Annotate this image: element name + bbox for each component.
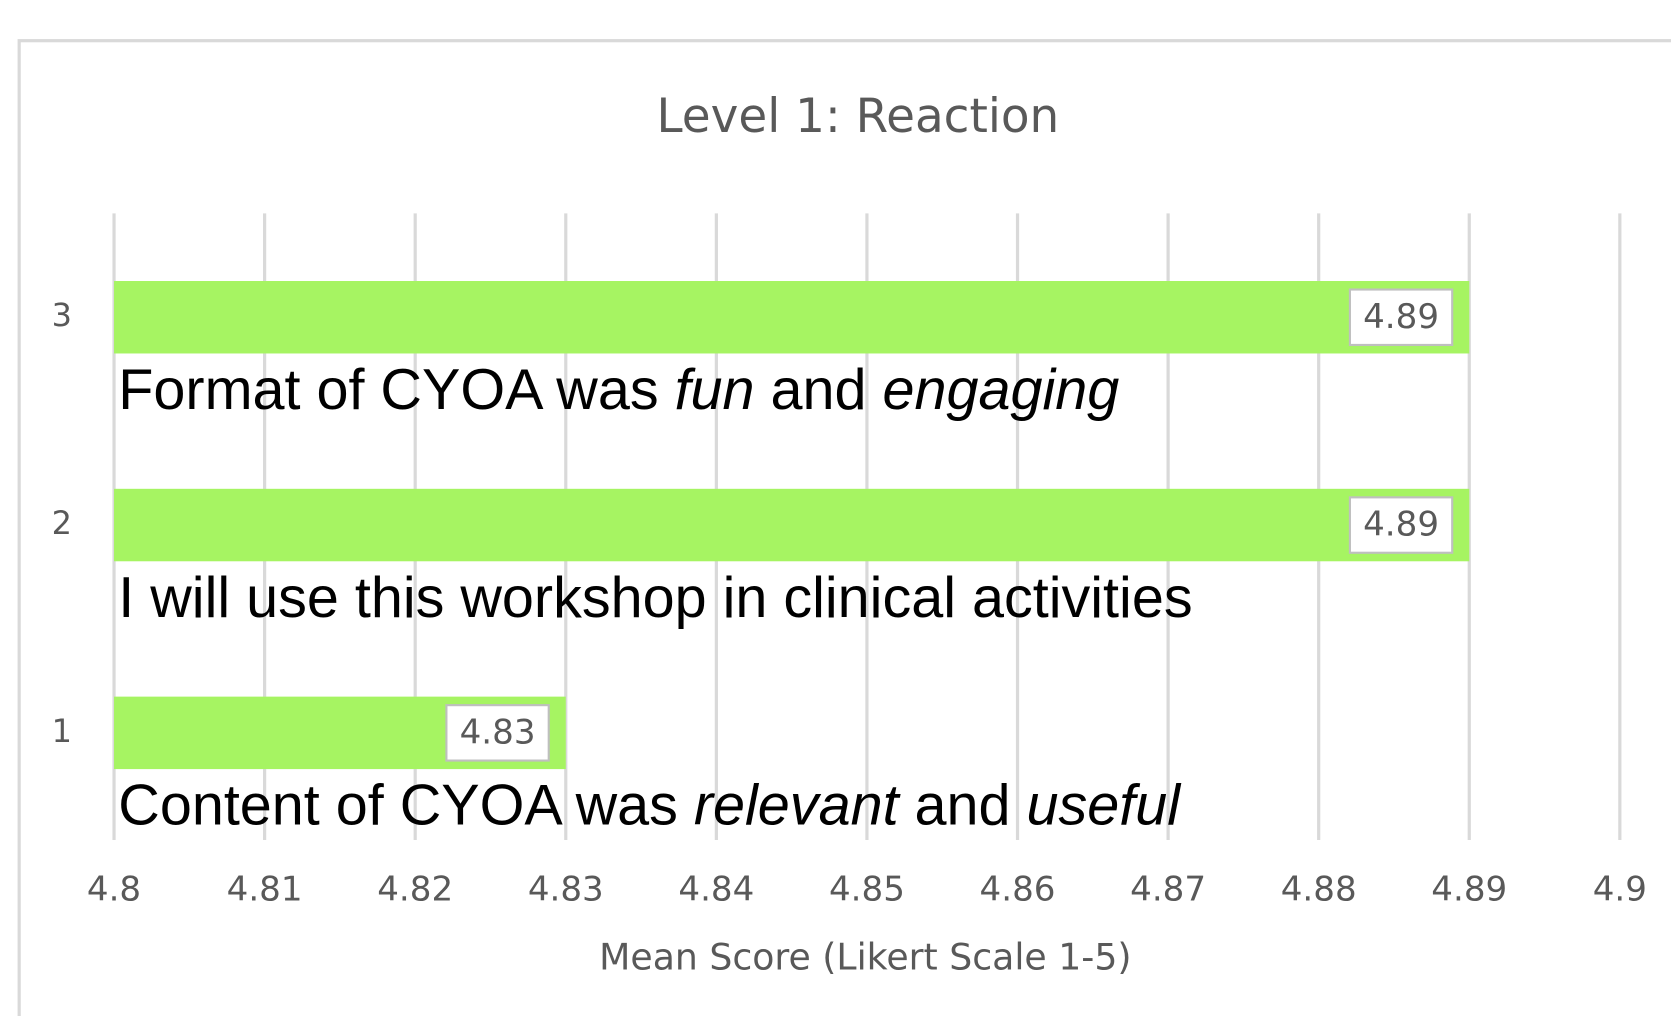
annotation: I will use this workshop in clinical act…	[118, 566, 1192, 630]
annotation-part: and	[899, 774, 1027, 838]
bar	[114, 281, 1470, 354]
bar	[114, 488, 1470, 562]
x-tick-label: 4.89	[1431, 870, 1507, 910]
x-tick-label: 4.87	[1130, 870, 1206, 910]
annotation-part: relevant	[694, 774, 901, 838]
x-tick-label: 4.84	[678, 870, 754, 910]
value-label: 4.83	[460, 712, 536, 752]
x-tick-label: 4.86	[980, 870, 1056, 910]
annotation-part: fun	[675, 358, 755, 422]
y-tick-label: 1	[52, 712, 72, 750]
annotation-part: useful	[1027, 774, 1183, 838]
annotation-part: activities	[972, 566, 1193, 630]
y-tick-label: 3	[52, 296, 72, 334]
x-tick-label: 4.81	[227, 870, 303, 910]
annotation-part: and	[755, 358, 883, 422]
x-tick-label: 4.88	[1281, 870, 1357, 910]
annotation-part: engaging	[883, 358, 1120, 422]
value-label: 4.89	[1363, 297, 1439, 337]
value-label-box	[1348, 288, 1454, 347]
chart-title: Level 1: Reaction	[657, 89, 1060, 144]
x-tick-label: 4.9	[1593, 870, 1647, 910]
annotation: Content of CYOA was relevant and useful	[118, 774, 1182, 838]
y-tick-label: 2	[52, 504, 72, 542]
value-label-box	[445, 704, 550, 762]
x-tick-label: 4.85	[829, 870, 905, 910]
annotation-part: Content of CYOA was	[118, 774, 694, 838]
annotation-part: I will use this workshop in clinical	[118, 566, 972, 630]
value-label-box	[1348, 496, 1454, 554]
annotation: Format of CYOA was fun and engaging	[118, 358, 1119, 422]
x-tick-label: 4.8	[87, 870, 141, 910]
value-label: 4.89	[1363, 505, 1439, 545]
x-axis-title: Mean Score (Likert Scale 1-5)	[599, 935, 1131, 978]
x-tick-label: 4.82	[377, 870, 453, 910]
annotation-part: Format of CYOA was	[118, 358, 674, 422]
x-tick-label: 4.83	[528, 870, 604, 910]
